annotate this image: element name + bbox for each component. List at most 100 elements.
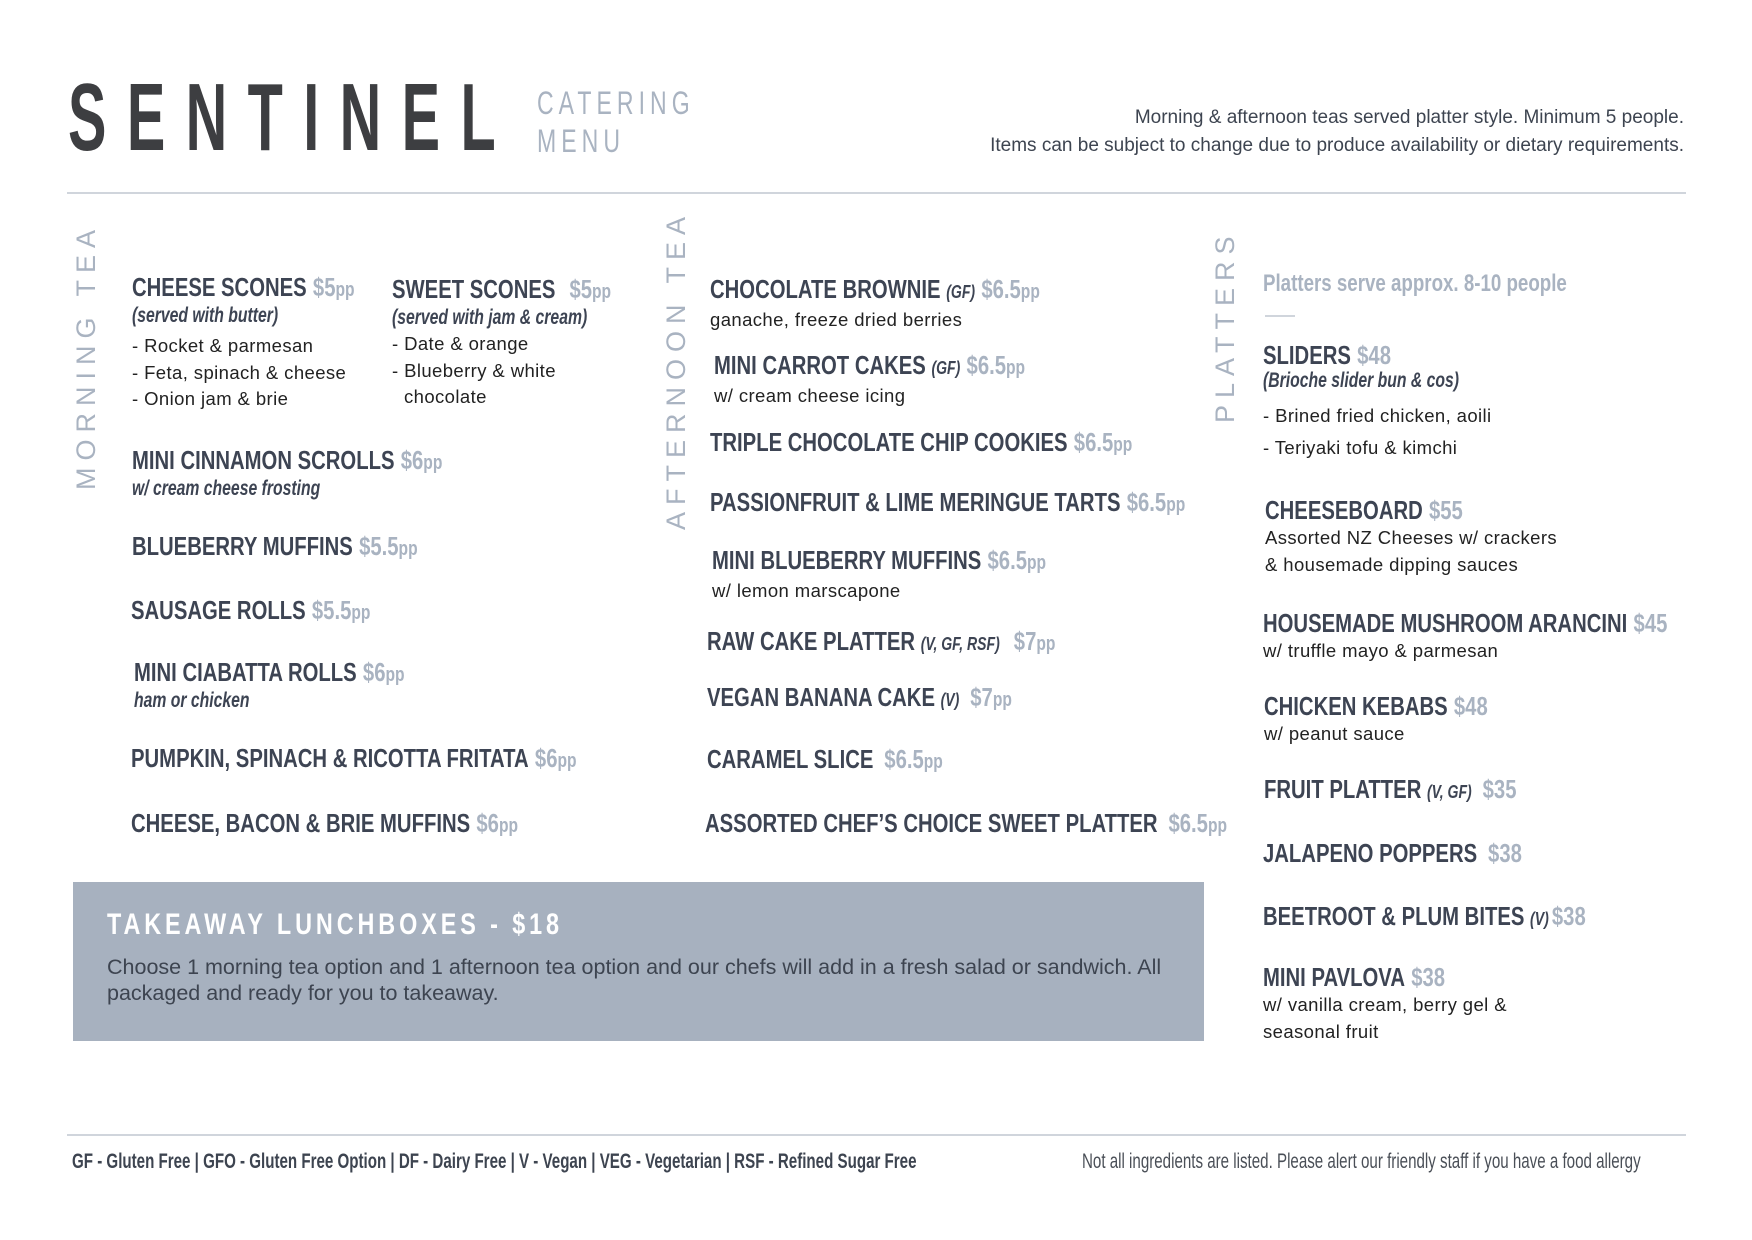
allergy-note: Not all ingredients are listed. Please a… [1082,1150,1641,1173]
dietary-tag: (V) [940,690,960,710]
item-price: $6pp [400,445,443,475]
item-name: HOUSEMADE MUSHROOM ARANCINI [1263,608,1628,638]
item-price: $48 [1453,691,1488,721]
menu-item-caramel-slice: CARAMEL SLICE $6.5pp [707,744,1009,777]
item-description: w/ truffle mayo & parmesan [1263,640,1499,661]
item-option: - Brined fried chicken, aoili [1263,405,1492,426]
menu-item-cheese-bacon-brie-muffins: CHEESE, BACON & BRIE MUFFINS $6pp [131,808,627,841]
menu-item-mini-pavlova: MINI PAVLOVA $38 w/ vanilla cream, berry … [1263,962,1507,1045]
item-price: $45 [1633,608,1668,638]
item-name: CARAMEL SLICE [707,744,874,774]
item-name: BLUEBERRY MUFFINS [132,531,353,561]
item-option: - Onion jam & brie [132,388,289,409]
item-price: $38 [1411,962,1446,992]
item-name: BEETROOT & PLUM BITES [1263,901,1525,931]
dietary-tag: (GF) [931,358,961,378]
dietary-legend: GF - Gluten Free | GFO - Gluten Free Opt… [72,1150,917,1173]
item-option: - Blueberry & white chocolate [392,359,556,408]
dietary-tag: (V, GF, RSF) [920,634,1000,654]
item-option: - Teriyaki tofu & kimchi [1263,437,1458,458]
lunchbox-title: TAKEAWAY LUNCHBOXES - $18 [107,908,563,941]
menu-item-passionfruit-tarts: PASSIONFRUIT & LIME MERINGUE TARTS $6.5pp [710,487,1319,520]
item-subtitle: w/ cream cheese frosting [132,477,321,500]
item-name: TRIPLE CHOCOLATE CHIP COOKIES [710,427,1068,457]
item-name: PUMPKIN, SPINACH & RICOTTA FRITATA [131,743,529,773]
section-label-morning-tea: MORNING TEA [71,222,101,490]
menu-item-vegan-banana-cake: VEGAN BANANA CAKE (V) $7pp [707,682,1098,715]
item-option: - Feta, spinach & cheese [132,361,347,383]
item-price: $6pp [476,808,519,838]
platters-note: Platters serve approx. 8-10 people [1263,270,1567,297]
menu-item-blueberry-muffins: BLUEBERRY MUFFINS $5.5pp [132,531,498,564]
item-name: CHEESEBOARD [1265,495,1423,525]
item-name: PASSIONFRUIT & LIME MERINGUE TARTS [710,487,1121,517]
brand-subtitle-catering: CATERING [537,85,695,121]
header-divider [67,192,1686,194]
item-subtitle: (Brioche slider bun & cos) [1263,369,1460,392]
menu-item-beetroot-plum-bites: BEETROOT & PLUM BITES (V) $38 [1263,901,1677,934]
item-name: ASSORTED CHEF’S CHOICE SWEET PLATTER [705,808,1158,838]
item-price: $5pp [569,274,612,304]
item-price: $5pp [312,272,355,302]
item-subtitle: (served with butter) [132,304,279,327]
item-name: MINI CIABATTA ROLLS [134,657,357,687]
item-description: & housemade dipping sauces [1265,553,1519,575]
item-description: seasonal fruit [1263,1020,1379,1042]
menu-item-raw-cake-platter: RAW CAKE PLATTER (V, GF, RSF) $7pp [707,626,1154,659]
item-price: $38 [1488,838,1522,868]
item-price: $6.5pp [1073,427,1133,457]
footer-divider [67,1134,1686,1136]
item-name: FRUIT PLATTER [1264,774,1422,804]
item-price: $6pp [362,657,405,687]
item-name: SWEET SCONES [392,274,556,304]
menu-item-mini-cinnamon-scrolls: MINI CINNAMON SCROLLS $6pp w/ cream chees… [132,445,530,502]
item-name: MINI CINNAMON SCROLLS [132,445,395,475]
item-description: Assorted NZ Cheeses w/ crackers [1265,527,1558,548]
menu-item-cheese-scones: CHEESE SCONES $5pp (served with butter) -… [132,272,417,413]
item-name: JALAPENO POPPERS [1263,838,1478,868]
intro-line-2: Items can be subject to change due to pr… [990,135,1684,156]
item-description: w/ cream cheese icing [714,385,906,406]
platters-note-divider [1265,315,1295,317]
item-name: CHEESE, BACON & BRIE MUFFINS [131,808,471,838]
menu-item-chicken-kebabs: CHICKEN KEBABS $48 w/ peanut sauce [1264,691,1551,748]
dietary-tag: (V, GF) [1426,782,1472,802]
section-label-platters: PLATTERS [1210,229,1240,423]
menu-item-fruit-platter: FRUIT PLATTER (V, GF) $35 [1264,774,1588,807]
item-price: $5.5pp [359,531,418,561]
menu-item-mini-carrot-cakes: MINI CARROT CAKES (GF) $6.5pp w/ cream ch… [714,350,1113,410]
item-name: CHOCOLATE BROWNIE [710,274,941,304]
menu-item-sausage-rolls: SAUSAGE ROLLS $5.5pp [131,595,438,628]
menu-item-chocolate-brownie: CHOCOLATE BROWNIE (GF) $6.5pp ganache, fr… [710,274,1133,334]
lunchbox-description: Choose 1 morning tea option and 1 aftern… [107,955,1162,1005]
item-price: $7pp [970,682,1012,712]
item-price: $35 [1482,774,1517,804]
item-subtitle: (served with jam & cream) [392,306,588,329]
menu-item-cheeseboard: CHEESEBOARD $55 Assorted NZ Cheeses w/ cr… [1265,495,1557,578]
item-price: $55 [1428,495,1463,525]
item-description: ganache, freeze dried berries [710,309,963,330]
item-option: - Rocket & parmesan [132,335,314,356]
item-name: MINI BLUEBERRY MUFFINS [712,545,982,575]
dietary-tag: (V) [1530,909,1549,929]
menu-item-mini-blueberry-muffins: MINI BLUEBERRY MUFFINS $6.5pp w/ lemon ma… [712,545,1140,605]
item-price: $48 [1357,340,1391,370]
item-description: w/ vanilla cream, berry gel & [1263,994,1507,1015]
menu-item-triple-chocolate-chip-cookies: TRIPLE CHOCOLATE CHIP COOKIES $6.5pp [710,427,1251,460]
item-name: SAUSAGE ROLLS [131,595,306,625]
menu-item-mushroom-arancini: HOUSEMADE MUSHROOM ARANCINI $45 w/ truffl… [1263,608,1752,665]
item-price: $38 [1551,901,1586,931]
item-price: $5.5pp [311,595,371,625]
menu-item-fritata: PUMPKIN, SPINACH & RICOTTA FRITATA $6pp [131,743,702,776]
item-name: CHICKEN KEBABS [1264,691,1448,721]
intro-line-1: Morning & afternoon teas served platter … [1134,107,1684,128]
menu-item-jalapeno-poppers: JALAPENO POPPERS $38 [1263,838,1595,868]
item-price: $7pp [1013,626,1056,656]
item-price: $6.5pp [981,274,1040,304]
brand-logo: SENTINEL [68,64,517,171]
item-name: MINI CARROT CAKES [714,350,926,380]
item-price: $6.5pp [884,744,943,774]
item-description: w/ lemon marscapone [712,580,901,601]
item-name: RAW CAKE PLATTER [707,626,916,656]
dietary-tag: (GF) [946,282,976,302]
